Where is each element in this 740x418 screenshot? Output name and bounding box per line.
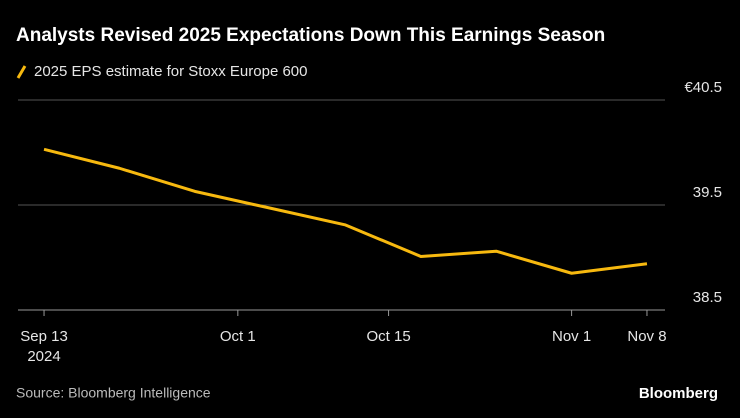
x-tick-label: Nov 1 <box>552 328 591 345</box>
chart-title: Analysts Revised 2025 Expectations Down … <box>16 25 605 46</box>
legend-label: 2025 EPS estimate for Stoxx Europe 600 <box>34 63 308 80</box>
x-tick-label: Oct 1 <box>220 328 256 345</box>
legend-swatch <box>16 65 27 79</box>
y-tick-label: €40.5 <box>684 79 722 96</box>
y-tick-label: 38.5 <box>693 289 722 306</box>
data-line <box>43 147 648 275</box>
brand: Bloomberg <box>639 385 718 402</box>
y-tick-label: 39.5 <box>693 184 722 201</box>
source: Source: Bloomberg Intelligence <box>16 385 211 401</box>
x-tick-label: Oct 15 <box>366 328 410 345</box>
x-year-label: 2024 <box>27 348 60 365</box>
x-tick-label: Sep 13 <box>20 328 68 345</box>
x-tick-label: Nov 8 <box>627 328 666 345</box>
